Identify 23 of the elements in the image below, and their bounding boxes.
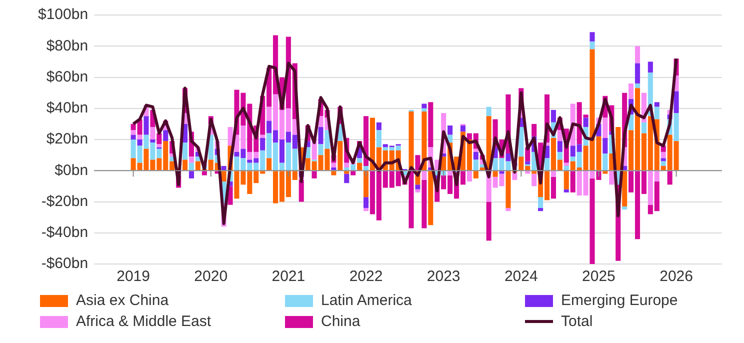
x-tick-label: 2026 — [660, 268, 693, 286]
y-tick-label: $80bn — [46, 37, 88, 54]
legend-label: China — [321, 313, 360, 330]
x-tick-label: 2024 — [504, 268, 538, 286]
legend-label: Total — [561, 313, 593, 330]
y-tick-label: -$60bn — [41, 255, 88, 272]
legend-label: Emerging Europe — [561, 292, 678, 309]
x-tick-label: 2020 — [194, 268, 228, 286]
y-tick-label: $0bn — [54, 162, 88, 179]
y-tick-label: -$40bn — [41, 224, 88, 242]
y-tick-label: $40bn — [46, 100, 88, 117]
y-tick-label: $20bn — [46, 130, 88, 148]
x-tick-label: 2019 — [116, 268, 150, 286]
legend-label: Africa & Middle East — [76, 313, 212, 330]
legend-label: Asia ex China — [76, 292, 169, 309]
y-tick-label: $100bn — [38, 6, 88, 24]
legend-label: Latin America — [321, 292, 412, 309]
x-tick-label: 2025 — [582, 268, 616, 286]
y-tick-label: $60bn — [46, 68, 88, 86]
y-tick-label: -$20bn — [41, 192, 88, 210]
x-tick-label: 2021 — [272, 268, 306, 286]
x-tick-label: 2022 — [349, 268, 383, 286]
x-tick-label: 2023 — [426, 268, 460, 286]
